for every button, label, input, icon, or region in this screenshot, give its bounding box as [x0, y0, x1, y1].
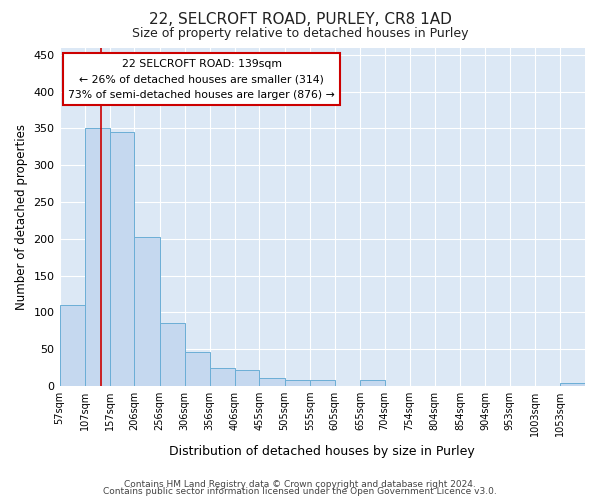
Text: Size of property relative to detached houses in Purley: Size of property relative to detached ho…	[132, 28, 468, 40]
Text: Contains HM Land Registry data © Crown copyright and database right 2024.: Contains HM Land Registry data © Crown c…	[124, 480, 476, 489]
Bar	[85, 128, 110, 386]
Y-axis label: Number of detached properties: Number of detached properties	[15, 124, 28, 310]
Bar	[110, 132, 134, 386]
Bar	[160, 324, 185, 386]
X-axis label: Distribution of detached houses by size in Purley: Distribution of detached houses by size …	[169, 444, 475, 458]
Bar	[210, 368, 235, 386]
Bar	[235, 370, 259, 386]
Text: Contains public sector information licensed under the Open Government Licence v3: Contains public sector information licen…	[103, 487, 497, 496]
Bar	[310, 380, 335, 386]
Bar	[59, 305, 85, 386]
Bar	[360, 380, 385, 386]
Bar	[284, 380, 310, 386]
Bar	[560, 383, 585, 386]
Bar	[185, 352, 210, 386]
Text: 22 SELCROFT ROAD: 139sqm
← 26% of detached houses are smaller (314)
73% of semi-: 22 SELCROFT ROAD: 139sqm ← 26% of detach…	[68, 58, 335, 100]
Bar	[134, 236, 160, 386]
Bar	[259, 378, 284, 386]
Text: 22, SELCROFT ROAD, PURLEY, CR8 1AD: 22, SELCROFT ROAD, PURLEY, CR8 1AD	[149, 12, 451, 28]
